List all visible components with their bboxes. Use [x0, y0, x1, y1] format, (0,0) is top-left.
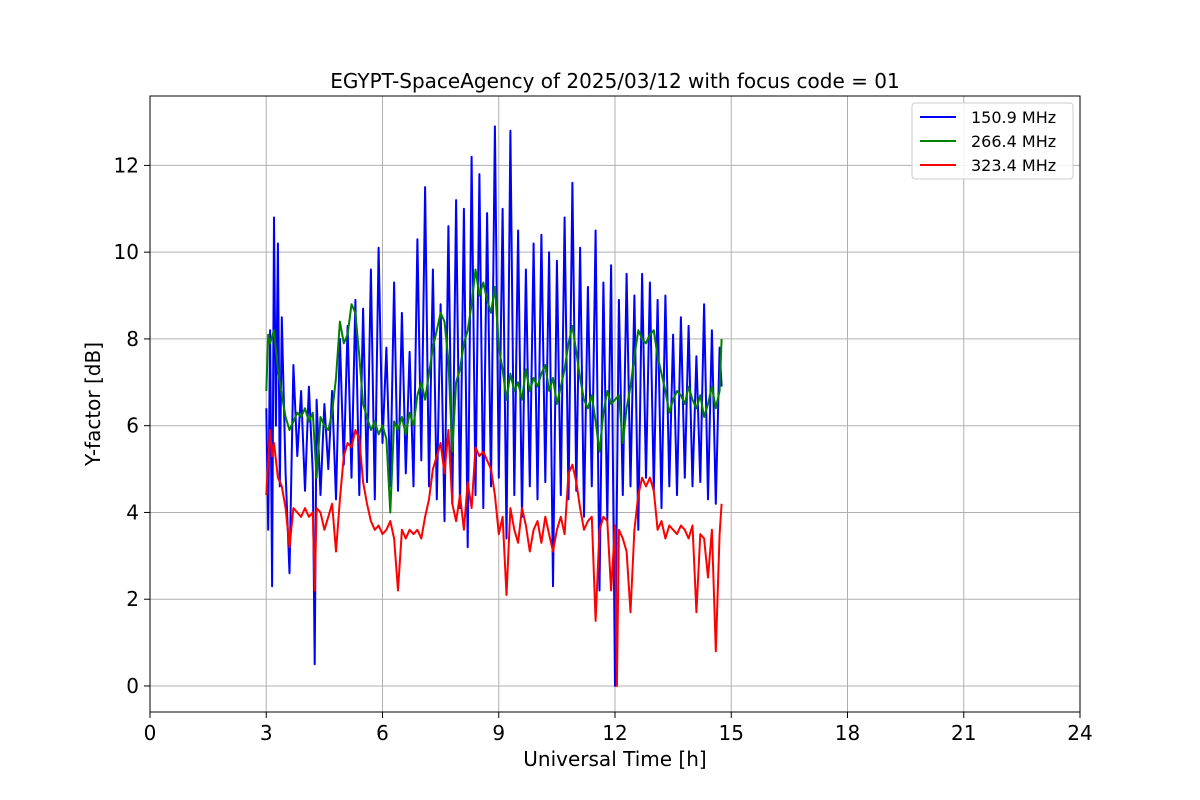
- plot-area: [265, 125, 723, 687]
- legend-label: 266.4 MHz: [971, 132, 1056, 151]
- x-tick-label: 24: [1067, 721, 1092, 745]
- x-tick-label: 6: [376, 721, 389, 745]
- y-tick-label: 4: [126, 500, 139, 524]
- chart-title: EGYPT-SpaceAgency of 2025/03/12 with foc…: [330, 69, 899, 93]
- y-tick-label: 0: [126, 674, 139, 698]
- x-tick-label: 15: [719, 721, 744, 745]
- y-axis: 0 2 4 6 8 10 12: [114, 153, 150, 698]
- series-line-2: [265, 429, 723, 687]
- y-tick-label: 6: [126, 414, 139, 438]
- legend-label: 323.4 MHz: [971, 156, 1056, 175]
- grid-lines: [149, 96, 1081, 712]
- x-tick-label: 18: [835, 721, 860, 745]
- y-tick-label: 2: [126, 587, 139, 611]
- y-axis-label: Y-factor [dB]: [81, 342, 105, 467]
- x-axis: 0 3 6 9 12 15 18 21 24: [144, 712, 1093, 745]
- legend: 150.9 MHz 266.4 MHz 323.4 MHz: [911, 102, 1074, 180]
- series-line-0: [265, 125, 723, 687]
- y-tick-label: 8: [126, 327, 139, 351]
- legend-label: 150.9 MHz: [971, 108, 1056, 127]
- x-tick-label: 0: [144, 721, 157, 745]
- x-tick-label: 9: [492, 721, 505, 745]
- y-tick-label: 10: [114, 240, 139, 264]
- x-tick-label: 3: [260, 721, 273, 745]
- series-line-1: [265, 268, 723, 514]
- legend-box: [911, 102, 1074, 180]
- x-tick-label: 12: [602, 721, 627, 745]
- x-axis-label: Universal Time [h]: [523, 747, 706, 771]
- y-tick-label: 12: [114, 153, 139, 177]
- x-tick-label: 21: [951, 721, 976, 745]
